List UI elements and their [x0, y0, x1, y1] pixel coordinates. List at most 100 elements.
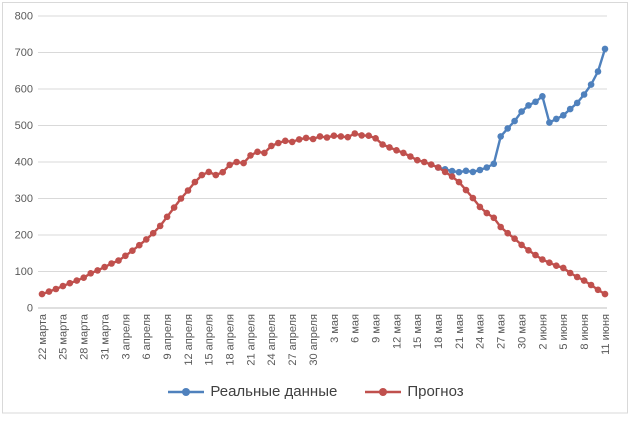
- x-tick-label: 30 мая: [516, 314, 528, 349]
- x-tick-label: 31 марта: [99, 313, 111, 360]
- data-point-series-1: [427, 161, 435, 168]
- data-point-series-1: [365, 132, 373, 139]
- y-tick-label: 500: [15, 120, 33, 132]
- data-point-series-0: [518, 108, 525, 115]
- data-point-series-1: [483, 209, 491, 217]
- x-tick-label: 22 марта: [37, 313, 49, 360]
- x-tick-label: 28 марта: [79, 313, 91, 360]
- x-tick-label: 21 апреля: [245, 314, 257, 366]
- data-point-series-1: [309, 135, 317, 143]
- data-point-series-1: [129, 247, 136, 254]
- data-point-series-1: [393, 147, 400, 154]
- x-tick-label: 27 апреля: [287, 314, 299, 366]
- data-point-series-1: [400, 149, 407, 157]
- data-point-series-1: [226, 161, 233, 169]
- data-point-series-1: [170, 204, 178, 211]
- data-point-series-1: [386, 144, 393, 151]
- data-point-series-1: [205, 168, 213, 176]
- data-point-series-1: [233, 158, 240, 166]
- data-point-series-1: [601, 290, 609, 298]
- x-tick-label: 2 июня: [537, 314, 549, 350]
- data-point-series-1: [434, 164, 442, 171]
- data-point-series-1: [518, 241, 525, 249]
- y-tick-label: 0: [27, 303, 33, 315]
- data-point-series-0: [476, 166, 484, 174]
- data-point-series-1: [337, 133, 345, 140]
- y-tick-label: 100: [15, 266, 33, 278]
- data-point-series-1: [546, 259, 553, 267]
- data-point-series-0: [455, 168, 463, 176]
- data-point-series-0: [566, 105, 574, 113]
- x-tick-label: 5 июня: [558, 314, 570, 350]
- data-point-series-0: [553, 115, 560, 123]
- data-point-series-1: [580, 277, 588, 284]
- data-point-series-1: [66, 279, 74, 287]
- data-point-series-1: [497, 223, 505, 231]
- data-point-series-0: [587, 81, 595, 88]
- x-tick-label: 3 мая: [329, 314, 341, 343]
- data-point-series-0: [462, 167, 470, 175]
- data-point-series-1: [80, 274, 87, 282]
- data-point-series-1: [511, 235, 518, 242]
- data-point-series-1: [163, 213, 171, 221]
- data-point-series-1: [323, 134, 331, 141]
- data-point-series-1: [288, 138, 296, 146]
- x-tick-label: 9 мая: [370, 314, 382, 343]
- data-point-series-1: [594, 286, 602, 294]
- x-tick-label: 12 апреля: [183, 314, 195, 366]
- x-tick-label: 18 мая: [433, 314, 445, 349]
- data-point-series-1: [358, 132, 366, 139]
- x-tick-label: 3 апреля: [120, 314, 132, 360]
- data-point-series-0: [594, 68, 602, 75]
- x-tick-label: 24 апреля: [266, 314, 278, 366]
- data-point-series-1: [184, 187, 192, 194]
- data-point-series-0: [546, 119, 553, 126]
- x-tick-label: 12 мая: [391, 314, 403, 349]
- data-point-series-1: [372, 135, 379, 142]
- data-point-series-0: [573, 99, 581, 107]
- data-point-series-1: [414, 156, 421, 164]
- data-point-series-1: [302, 134, 310, 142]
- data-point-series-1: [282, 137, 289, 145]
- data-point-series-1: [566, 269, 574, 277]
- data-point-series-1: [316, 133, 324, 140]
- x-tick-label: 27 мая: [496, 314, 508, 349]
- data-point-series-1: [573, 273, 581, 281]
- y-tick-label: 800: [15, 11, 33, 23]
- data-point-series-1: [344, 133, 352, 141]
- y-tick-label: 200: [15, 230, 33, 242]
- chart-border: [2, 2, 628, 414]
- data-point-series-1: [59, 282, 67, 290]
- data-point-series-1: [268, 142, 275, 150]
- data-point-series-1: [462, 186, 470, 194]
- x-tick-label: 6 мая: [350, 314, 362, 343]
- data-point-series-1: [240, 159, 247, 167]
- data-point-series-1: [191, 178, 199, 186]
- data-point-series-1: [87, 270, 94, 277]
- data-point-series-0: [601, 45, 609, 53]
- data-point-series-1: [94, 267, 101, 274]
- data-point-series-1: [504, 229, 512, 237]
- data-point-series-1: [73, 277, 81, 284]
- data-point-series-1: [136, 241, 143, 249]
- data-point-series-1: [421, 158, 428, 166]
- x-tick-label: 15 апреля: [204, 314, 216, 366]
- data-point-series-0: [525, 102, 532, 109]
- x-tick-label: 25 марта: [58, 313, 70, 360]
- data-point-series-1: [407, 153, 414, 160]
- x-tick-label: 18 апреля: [225, 314, 237, 366]
- data-point-series-1: [198, 171, 206, 179]
- data-point-series-0: [483, 164, 491, 171]
- data-point-series-1: [532, 251, 539, 259]
- data-point-series-0: [532, 98, 539, 106]
- data-point-series-1: [101, 263, 108, 271]
- x-tick-label: 11 июня: [600, 314, 612, 355]
- data-point-series-0: [448, 167, 456, 175]
- data-point-series-1: [52, 285, 60, 293]
- data-point-series-1: [553, 262, 560, 270]
- data-point-series-1: [38, 290, 46, 298]
- data-point-series-1: [560, 264, 567, 272]
- x-tick-label: 6 апреля: [141, 314, 153, 360]
- data-point-series-0: [497, 133, 505, 140]
